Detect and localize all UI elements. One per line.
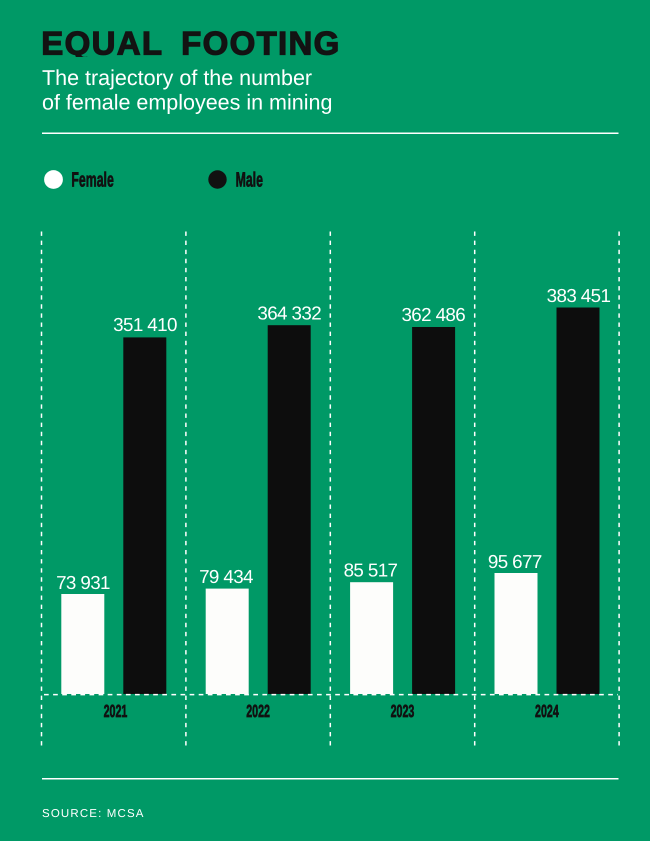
svg-text:of female employees in mining: of female employees in mining: [42, 91, 332, 115]
svg-text:2021: 2021: [104, 701, 128, 721]
svg-text:2024: 2024: [535, 701, 559, 721]
svg-text:362 486: 362 486: [401, 304, 465, 325]
svg-text:95 677: 95 677: [488, 551, 542, 572]
svg-text:85 517: 85 517: [344, 559, 398, 580]
svg-text:351 410: 351 410: [113, 314, 177, 335]
svg-text:SOURCE: MCSA: SOURCE: MCSA: [42, 808, 145, 820]
svg-text:2023: 2023: [391, 701, 415, 721]
svg-text:EQUAL FOOTING: EQUAL FOOTING: [41, 24, 340, 61]
svg-text:79 434: 79 434: [199, 566, 253, 587]
svg-text:383 451: 383 451: [547, 285, 611, 306]
svg-text:Male: Male: [236, 169, 263, 192]
svg-text:364 332: 364 332: [257, 303, 321, 324]
svg-text:The trajectory of the number: The trajectory of the number: [42, 66, 312, 90]
svg-text:Female: Female: [71, 169, 113, 192]
svg-text:2022: 2022: [246, 701, 270, 721]
svg-text:73 931: 73 931: [56, 572, 110, 593]
